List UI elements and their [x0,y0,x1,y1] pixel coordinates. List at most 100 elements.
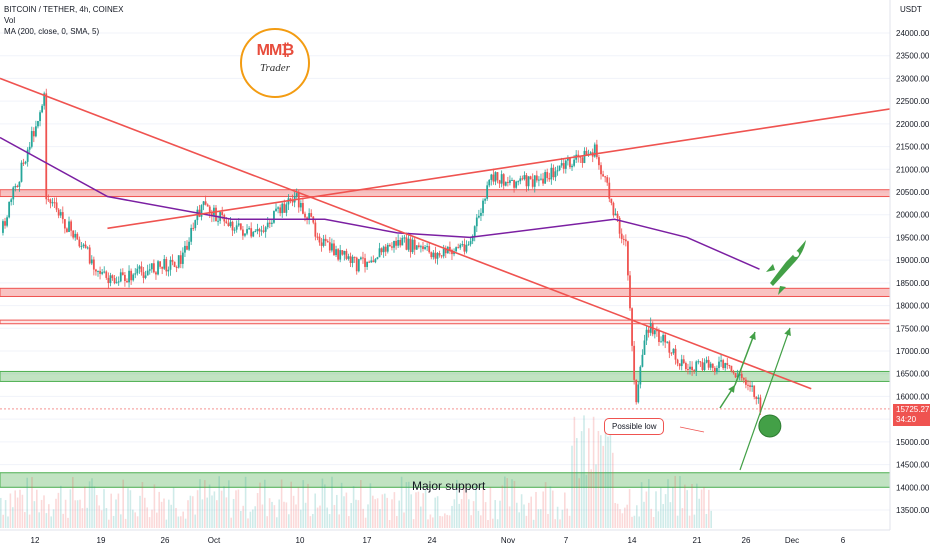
candle [335,249,337,256]
candle [165,258,168,272]
possible-low-marker[interactable] [758,414,782,438]
candle [351,256,354,263]
candle [134,273,137,275]
candle [45,94,48,200]
candle [51,202,54,204]
candle [502,174,505,186]
candle [314,222,317,237]
volume-bar [290,481,292,528]
volume-bar [271,501,273,528]
price-tick-label: 24000.00 [896,29,930,38]
volume-bar [636,505,638,528]
candle [639,366,642,385]
target-arrow-short-head [728,385,735,393]
volume-bar [345,492,348,528]
candle [759,397,762,413]
volume-bar [696,483,698,528]
candle [43,93,46,106]
candle [97,270,99,272]
major-support-label: Major support [412,479,486,493]
candle [177,255,180,268]
possible-low-annotation[interactable]: Possible low [604,418,665,435]
candle [324,238,327,242]
volume-bar [672,487,674,528]
volume-bar [7,516,9,528]
candle [573,159,575,166]
candle [629,275,631,309]
candle [155,272,157,275]
candle [252,231,255,237]
volume-bar [379,509,381,528]
volume-bar [194,514,196,528]
candle [747,384,749,386]
candle [672,348,675,354]
candle [656,330,658,332]
candle [70,221,72,231]
candle [297,193,300,208]
candle [757,397,760,399]
volume-bar [621,513,624,528]
candle [343,250,346,255]
descending-trendline[interactable] [0,77,812,390]
candle [405,237,408,250]
candle [388,244,391,247]
volume-bar [559,519,561,528]
volume-bar [163,498,165,528]
candle [233,229,236,231]
candle [745,379,747,385]
price-tick-label: 21000.00 [896,165,930,174]
symbol-title[interactable]: BITCOIN / TETHER, 4h, COINEX [4,5,124,14]
volume-indicator-label[interactable]: Vol [4,16,16,25]
candle [113,278,116,284]
ma-indicator-label[interactable]: MA (200, close, 0, SMA, 5) [4,27,100,36]
volume-bar [458,503,460,528]
annotation-connector [679,426,705,433]
moving-average-line[interactable] [0,136,760,270]
volume-bar [9,493,12,528]
volume-bar [280,479,283,528]
volume-bar [664,494,667,528]
volume-bar [36,489,38,528]
candle [279,207,282,214]
price-axis[interactable] [890,0,932,550]
volume-bar [648,479,650,528]
candle [566,158,569,161]
candle [378,248,381,258]
candle [175,266,178,268]
candle [111,275,114,279]
volume-bar [24,512,26,528]
candle [47,199,50,201]
candle [173,261,176,267]
candle [140,266,143,273]
volume-bar [496,519,499,528]
candle [535,175,538,181]
candle [604,176,607,178]
candle [374,259,377,263]
volume-bar [590,469,592,528]
time-axis[interactable] [0,530,890,550]
volume-bar [4,500,7,528]
volume-bar [710,510,712,528]
ascending-trendline[interactable] [107,99,932,230]
candle [660,341,662,343]
candle [436,253,439,259]
volume-bar [67,517,69,528]
candle [258,228,261,232]
candle [627,241,629,276]
volume-bar [609,428,612,528]
volume-bar [55,498,57,528]
volume-bar [136,516,139,528]
volume-bar [360,480,362,528]
candle [519,178,522,182]
volume-bar [72,477,74,528]
candle [720,360,722,362]
target-arrow-mid[interactable] [734,331,756,386]
volume-bar [211,495,213,528]
candle [316,236,319,238]
candle [28,146,31,150]
target-arrow-long[interactable] [739,327,791,471]
volume-bar [352,486,355,528]
candle [326,241,329,243]
